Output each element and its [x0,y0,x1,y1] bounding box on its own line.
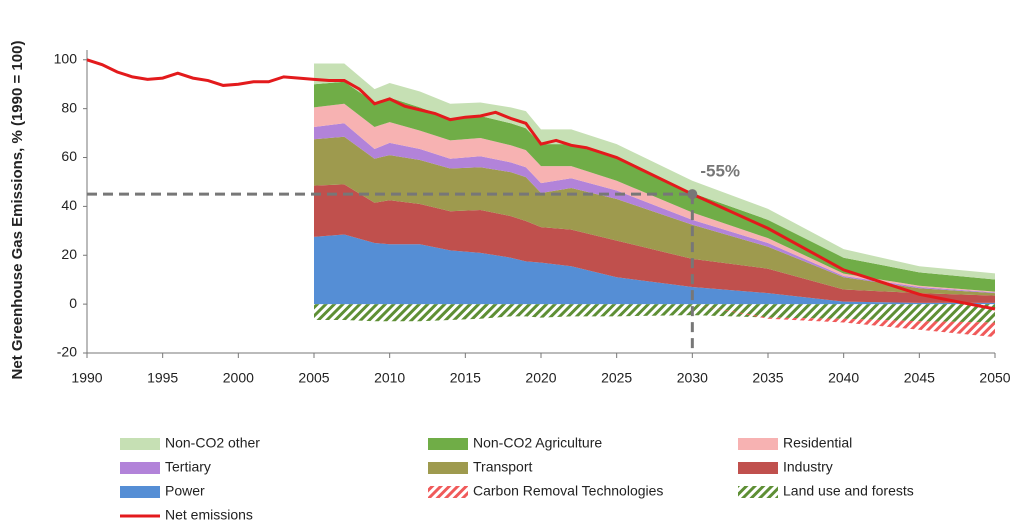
legend-swatch [738,462,778,474]
x-tick-label: 2020 [525,370,556,386]
net-line [86,58,996,311]
legend-swatch [738,438,778,450]
y-tick-label: 40 [61,197,77,213]
legend-swatch [428,486,468,498]
area [314,234,995,305]
x-tick-label: 2045 [904,370,935,386]
x-tick-label: 1995 [147,370,178,386]
legend-label: Tertiary [165,459,211,475]
areas [314,63,995,338]
area [314,63,995,280]
y-tick-label: 100 [54,50,78,66]
y-tick-label: 60 [61,148,77,164]
y-tick-label: 20 [61,246,77,262]
area [314,136,995,296]
area [314,103,995,293]
x-tick-label: 2010 [374,370,405,386]
x-tick-label: 2005 [298,370,329,386]
legend-swatch [428,438,468,450]
legend-label: Transport [473,459,533,475]
x-tick-label: 2050 [979,370,1010,386]
target-marker [687,189,698,200]
legend-label: Industry [783,459,833,475]
annotation: -55% [700,162,740,181]
x-tick-label: 1990 [71,370,102,386]
x-tick-label: 2035 [752,370,783,386]
legend-label: Land use and forests [783,483,914,499]
x-tick-label: 2030 [677,370,708,386]
legend-swatch [120,462,160,474]
area [314,304,995,338]
legend-label: Carbon Removal Technologies [473,483,663,499]
legend-swatch [738,486,778,498]
legend-label: Residential [783,435,852,451]
y-tick-label: -20 [57,344,77,360]
legend-label: Power [165,483,205,499]
legend-swatch [428,462,468,474]
area [314,81,995,292]
y-tick-label: 80 [61,99,77,115]
legend-label: Non-CO2 Agriculture [473,435,602,451]
y-axis-label: Net Greenhouse Gas Emissions, % (1990 = … [9,41,26,380]
area [314,184,995,303]
area [314,304,995,323]
area [314,123,995,294]
x-tick-label: 2000 [223,370,254,386]
legend-swatch [120,486,160,498]
legend-swatch [120,438,160,450]
x-tick-label: 2015 [450,370,481,386]
x-tick-label: 2025 [601,370,632,386]
legend-label: Non-CO2 other [165,435,260,451]
x-tick-label: 2040 [828,370,859,386]
legend-label: Net emissions [165,507,253,523]
y-tick-label: 0 [69,295,77,311]
